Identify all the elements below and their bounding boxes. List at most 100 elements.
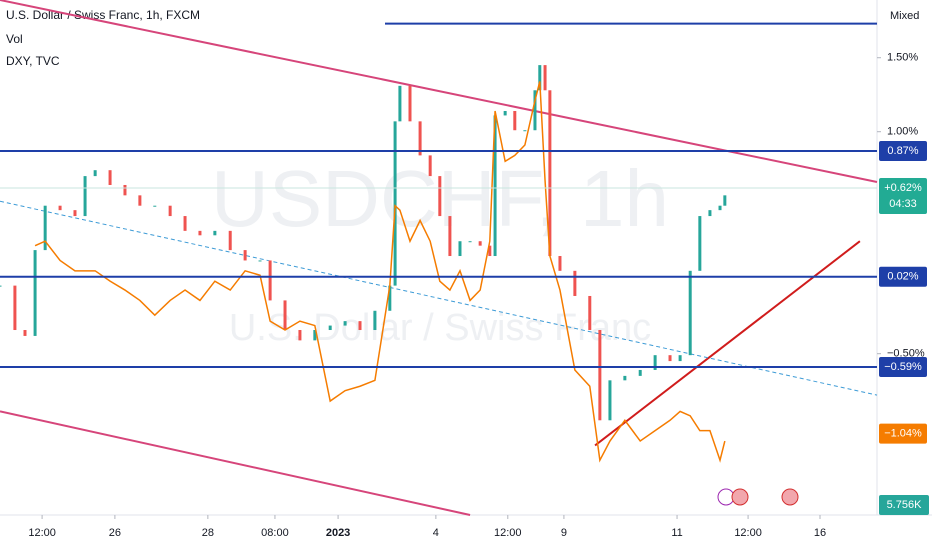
- candle: [708, 210, 712, 217]
- last-price-badge: [879, 177, 927, 214]
- compare-line: [34, 81, 726, 463]
- level-badge: [879, 266, 927, 287]
- candle: [73, 210, 77, 217]
- candle: [258, 260, 262, 262]
- compare-legend: DXY, TVC: [6, 54, 60, 68]
- level-label: −0.59%: [884, 361, 922, 373]
- candle: [93, 170, 97, 177]
- x-tick-label: 9: [561, 527, 567, 539]
- candle: [573, 270, 577, 296]
- candle: [678, 355, 682, 362]
- candle: [723, 195, 727, 206]
- candle: [688, 270, 692, 356]
- level-badge: [879, 140, 927, 161]
- event-icons: [717, 488, 799, 506]
- candle: [598, 330, 602, 421]
- candle: [398, 85, 402, 122]
- candle: [653, 355, 657, 370]
- volume-legend: Vol: [6, 32, 23, 46]
- candle: [543, 65, 547, 91]
- candle: [493, 115, 497, 257]
- candle: [408, 85, 412, 122]
- compare-last-label: −1.04%: [884, 428, 922, 440]
- x-tick-label: 12:00: [28, 527, 56, 539]
- candle: [458, 241, 462, 257]
- volume-badge: [879, 495, 929, 515]
- candle: [438, 176, 442, 217]
- last-price-label: +0.62%: [884, 182, 922, 194]
- scale-mode[interactable]: Mixed: [890, 10, 919, 22]
- candle: [588, 295, 592, 331]
- candle: [503, 110, 507, 116]
- x-tick-label: 08:00: [261, 527, 289, 539]
- candle: [33, 250, 37, 336]
- candle: [548, 90, 552, 257]
- candle: [243, 250, 247, 261]
- candle: [168, 205, 172, 217]
- candle: [268, 260, 272, 301]
- candle: [393, 121, 397, 286]
- candle: [213, 230, 217, 236]
- y-tick-label: −0.50%: [887, 348, 925, 360]
- candle: [328, 325, 332, 331]
- candle: [153, 205, 157, 207]
- trend-line: [594, 240, 861, 447]
- candle: [183, 216, 187, 231]
- candle: [343, 321, 347, 326]
- candle: [448, 216, 452, 257]
- volume-last-label: 5.756K: [887, 499, 923, 511]
- candle: [668, 355, 672, 362]
- candle: [58, 205, 62, 211]
- candle: [298, 330, 302, 341]
- x-tick-label: 28: [202, 527, 214, 539]
- candle: [373, 310, 377, 331]
- candle: [283, 300, 287, 331]
- level-label: 0.87%: [887, 145, 918, 157]
- x-tick-label: 11: [671, 527, 682, 539]
- countdown: 04:33: [889, 198, 917, 210]
- symbol-title: U.S. Dollar / Swiss Franc, 1h, FXCM: [6, 8, 200, 22]
- candle: [623, 375, 627, 381]
- candle: [358, 321, 362, 331]
- candle: [138, 195, 142, 206]
- x-tick-label: 12:00: [494, 527, 522, 539]
- candle: [698, 216, 702, 271]
- candle: [418, 121, 422, 156]
- candle: [488, 245, 492, 257]
- level-badge: [879, 357, 927, 378]
- candle: [638, 369, 642, 376]
- candle: [513, 110, 517, 131]
- candle: [468, 241, 472, 243]
- candle: [83, 176, 87, 217]
- candle: [228, 230, 232, 251]
- candle: [608, 380, 612, 421]
- x-tick-label: 2023: [326, 527, 350, 539]
- candle: [43, 205, 47, 251]
- trend-line: [0, 200, 878, 396]
- candle: [23, 330, 27, 336]
- x-tick-label: 26: [109, 527, 121, 539]
- x-tick-label: 16: [814, 527, 826, 539]
- candle: [718, 205, 722, 211]
- candle: [108, 170, 112, 185]
- candle: [198, 230, 202, 236]
- candle: [123, 184, 127, 196]
- x-tick-label: 4: [433, 527, 439, 539]
- compare-badge: [879, 423, 927, 444]
- trend-line: [0, 410, 471, 516]
- x-tick-label: 12:00: [734, 527, 762, 539]
- y-tick-label: 1.00%: [887, 126, 918, 138]
- watermark-name: U.S. Dollar / Swiss Franc: [229, 307, 651, 349]
- y-tick-label: 1.50%: [887, 52, 918, 64]
- candle: [13, 285, 17, 331]
- candle: [313, 330, 317, 341]
- candle: [478, 241, 482, 246]
- candle: [538, 65, 542, 91]
- candle: [533, 90, 537, 131]
- candle: [558, 256, 562, 271]
- candle: [388, 285, 392, 311]
- candle: [0, 285, 2, 287]
- candle: [428, 155, 432, 177]
